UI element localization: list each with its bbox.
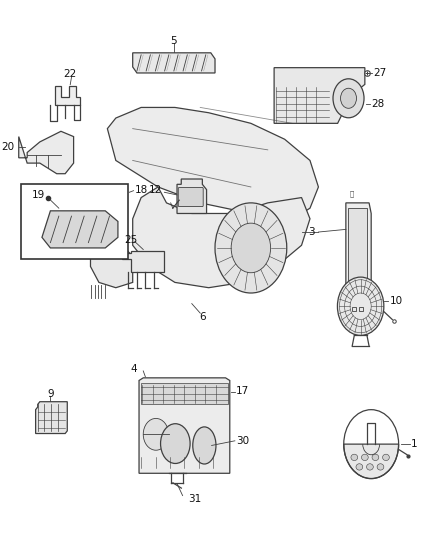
- Polygon shape: [35, 402, 67, 433]
- Text: 9: 9: [47, 389, 54, 399]
- Circle shape: [340, 88, 357, 108]
- Polygon shape: [177, 179, 207, 214]
- Circle shape: [143, 418, 169, 450]
- Text: 31: 31: [189, 494, 202, 504]
- Text: 27: 27: [373, 68, 387, 78]
- Text: 19: 19: [32, 190, 45, 200]
- Ellipse shape: [372, 454, 379, 461]
- Text: ⚿: ⚿: [350, 190, 354, 197]
- Text: 1: 1: [411, 439, 418, 449]
- Polygon shape: [344, 444, 399, 479]
- Text: 4: 4: [130, 364, 137, 374]
- Text: 20: 20: [1, 142, 14, 152]
- Text: 17: 17: [236, 386, 249, 396]
- Circle shape: [215, 203, 287, 293]
- Text: 6: 6: [199, 312, 206, 322]
- Ellipse shape: [382, 454, 389, 461]
- Polygon shape: [133, 187, 310, 288]
- Polygon shape: [107, 108, 318, 224]
- Ellipse shape: [161, 424, 190, 464]
- Ellipse shape: [377, 464, 384, 470]
- Polygon shape: [122, 251, 164, 272]
- Ellipse shape: [193, 427, 216, 464]
- Ellipse shape: [356, 464, 363, 470]
- Circle shape: [337, 277, 384, 335]
- Text: 25: 25: [124, 235, 138, 245]
- Polygon shape: [139, 378, 230, 473]
- Text: 28: 28: [371, 99, 385, 109]
- Polygon shape: [274, 68, 365, 123]
- Polygon shape: [348, 208, 367, 293]
- Polygon shape: [55, 86, 80, 105]
- Text: 18: 18: [135, 184, 148, 195]
- Text: 10: 10: [389, 296, 403, 306]
- Ellipse shape: [351, 454, 358, 461]
- Ellipse shape: [361, 454, 368, 461]
- Polygon shape: [346, 203, 371, 306]
- Text: 30: 30: [236, 436, 249, 446]
- Text: 12: 12: [149, 184, 162, 195]
- Text: 22: 22: [63, 69, 76, 79]
- Polygon shape: [91, 219, 133, 288]
- FancyBboxPatch shape: [178, 188, 203, 207]
- Text: 3: 3: [308, 227, 314, 237]
- Text: 5: 5: [170, 36, 177, 46]
- FancyBboxPatch shape: [21, 184, 128, 259]
- Circle shape: [231, 223, 271, 273]
- Polygon shape: [42, 211, 118, 248]
- Polygon shape: [19, 131, 74, 174]
- Circle shape: [333, 79, 364, 118]
- Polygon shape: [133, 53, 215, 73]
- FancyBboxPatch shape: [141, 383, 228, 405]
- Ellipse shape: [367, 464, 373, 470]
